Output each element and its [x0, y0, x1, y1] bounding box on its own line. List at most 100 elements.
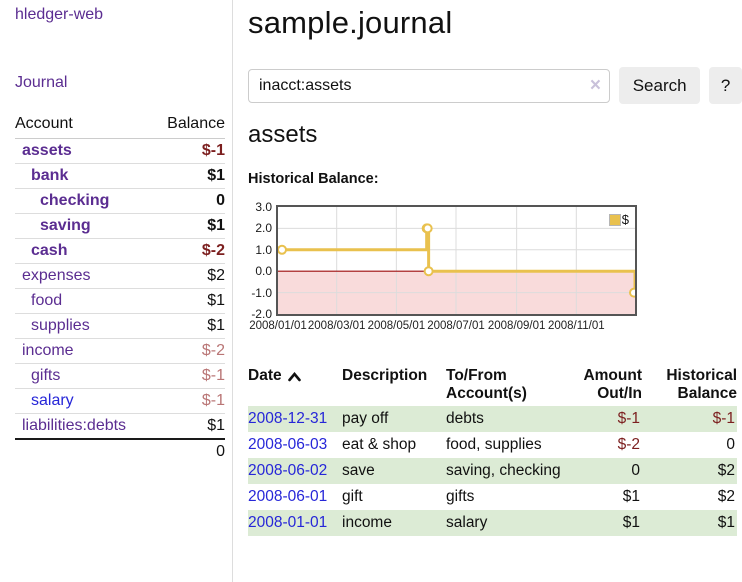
- txn-historical: $-1: [642, 406, 737, 432]
- txn-description: pay off: [342, 406, 446, 432]
- chart-canvas: [278, 207, 635, 314]
- txn-historical: $2: [717, 488, 735, 505]
- account-row: cash $-2: [15, 238, 225, 264]
- account-row: assets $-1: [15, 138, 225, 164]
- account-row: checking 0: [15, 188, 225, 214]
- x-tick-label: 2008/09/01: [487, 320, 546, 332]
- x-tick-label: 2008/03/01: [307, 320, 366, 332]
- account-balance: $1: [153, 313, 225, 339]
- x-tick-label: 2008/07/01: [427, 320, 485, 332]
- register-col-amount: Amount Out/In: [583, 367, 642, 402]
- txn-date-link[interactable]: 2008-06-01: [248, 488, 328, 505]
- chart-legend: $: [608, 212, 629, 227]
- txn-date-link[interactable]: 2008-12-31: [248, 410, 328, 427]
- app-title-link[interactable]: hledger-web: [15, 6, 104, 23]
- register-col-tofrom: To/From Account(s): [446, 367, 527, 402]
- account-link-cash[interactable]: cash: [31, 242, 68, 259]
- account-link-saving[interactable]: saving: [40, 217, 91, 234]
- account-row: supplies $1: [15, 313, 225, 339]
- account-balance: $1: [153, 163, 225, 189]
- historical-balance-chart: 3.0 2.0 1.0 0.0 -1.0 -2.0 $ 2008/01/01 2008/03…: [248, 200, 742, 341]
- account-balance: $-2: [153, 238, 225, 264]
- page-title: sample.journal: [248, 5, 453, 40]
- account-balance: $1: [153, 213, 225, 239]
- account-row: expenses $2: [15, 263, 225, 289]
- register-row: 2008-01-01 income salary $1 $1: [248, 510, 737, 536]
- y-axis-labels: 3.0 2.0 1.0 0.0 -1.0 -2.0: [248, 200, 272, 321]
- txn-amount: $-2: [617, 436, 640, 453]
- account-link-liabilities-debts[interactable]: liabilities:debts: [22, 417, 127, 434]
- x-tick-label: 2008/11/01: [547, 320, 605, 332]
- account-link-supplies[interactable]: supplies: [31, 317, 90, 334]
- account-link-salary[interactable]: salary: [31, 392, 74, 409]
- account-balance: $1: [153, 413, 225, 440]
- chart-title: Historical Balance:: [248, 171, 379, 187]
- register-table: Date Description To/From Account(s) Amou…: [248, 365, 737, 536]
- plot-area: $: [276, 205, 637, 316]
- sidebar: hledger-web Journal Account Balance asse…: [0, 0, 233, 582]
- txn-accounts: saving, checking: [446, 458, 566, 484]
- account-link-gifts[interactable]: gifts: [31, 367, 61, 384]
- accounts-table: Account Balance assets $-1 bank $1 check…: [15, 112, 225, 464]
- x-axis-labels: 2008/01/01 2008/03/01 2008/05/01 2008/07/01…: [248, 320, 742, 336]
- txn-accounts: food, supplies: [446, 436, 542, 453]
- accounts-total-balance: 0: [153, 438, 225, 464]
- txn-date-link[interactable]: 2008-01-01: [248, 514, 328, 531]
- account-link-food[interactable]: food: [31, 292, 63, 309]
- account-link-income[interactable]: income: [22, 342, 74, 359]
- search-button[interactable]: Search: [619, 67, 701, 104]
- account-row: saving $1: [15, 213, 225, 239]
- account-row: income $-2: [15, 338, 225, 364]
- y-tick-label: -2.0: [251, 307, 272, 321]
- account-balance: $-1: [153, 388, 225, 414]
- txn-date-link[interactable]: 2008-06-02: [248, 462, 328, 479]
- txn-accounts: gifts: [446, 488, 475, 505]
- accounts-total-row: 0: [15, 438, 225, 464]
- txn-accounts: salary: [446, 510, 566, 536]
- account-balance: 0: [153, 188, 225, 214]
- account-link-bank[interactable]: bank: [31, 167, 69, 184]
- y-tick-label: 1.0: [255, 242, 272, 257]
- account-link-assets[interactable]: assets: [22, 142, 72, 159]
- search-bar: × Search ?: [248, 67, 742, 104]
- account-row: salary $-1: [15, 388, 225, 414]
- sort-asc-icon: [287, 372, 301, 382]
- account-row: food $1: [15, 288, 225, 314]
- help-button[interactable]: ?: [709, 67, 742, 104]
- account-balance: $-2: [153, 338, 225, 364]
- y-tick-label: 0.0: [255, 264, 272, 279]
- x-tick-label: 2008/05/01: [367, 320, 426, 332]
- txn-date-link[interactable]: 2008-06-03: [248, 436, 328, 453]
- txn-accounts: debts: [446, 406, 566, 432]
- x-tick-label: 2008/01/01: [249, 320, 307, 332]
- account-row: liabilities:debts $1: [15, 413, 225, 440]
- y-tick-label: 3.0: [255, 200, 272, 214]
- sidebar-item-journal[interactable]: Journal: [15, 74, 68, 91]
- txn-amount: 0: [566, 458, 642, 484]
- accounts-col-balance: Balance: [153, 112, 225, 139]
- account-heading: assets: [248, 121, 318, 148]
- main-content: sample.journal × Search ? assets Histori…: [248, 0, 742, 582]
- account-link-expenses[interactable]: expenses: [22, 267, 91, 284]
- txn-amount: $-1: [566, 406, 642, 432]
- account-link-checking[interactable]: checking: [40, 192, 110, 209]
- txn-historical: 0: [726, 436, 735, 453]
- register-col-date[interactable]: Date: [248, 365, 342, 406]
- txn-historical: $2: [642, 458, 737, 484]
- txn-amount: $1: [566, 510, 642, 536]
- txn-amount: $1: [622, 488, 640, 505]
- txn-description: income: [342, 510, 446, 536]
- txn-description: save: [342, 458, 446, 484]
- account-balance: $1: [153, 288, 225, 314]
- search-input[interactable]: [248, 68, 610, 103]
- clear-search-icon[interactable]: ×: [589, 74, 601, 96]
- txn-description: gift: [342, 488, 363, 505]
- register-row: 2008-06-03 eat & shop food, supplies $-2…: [248, 432, 737, 458]
- legend-label: $: [621, 212, 629, 227]
- legend-swatch-icon: [608, 213, 621, 226]
- y-tick-label: 2.0: [255, 221, 272, 236]
- account-balance: $-1: [153, 363, 225, 389]
- accounts-col-account: Account: [15, 112, 154, 139]
- account-balance: $2: [153, 263, 225, 289]
